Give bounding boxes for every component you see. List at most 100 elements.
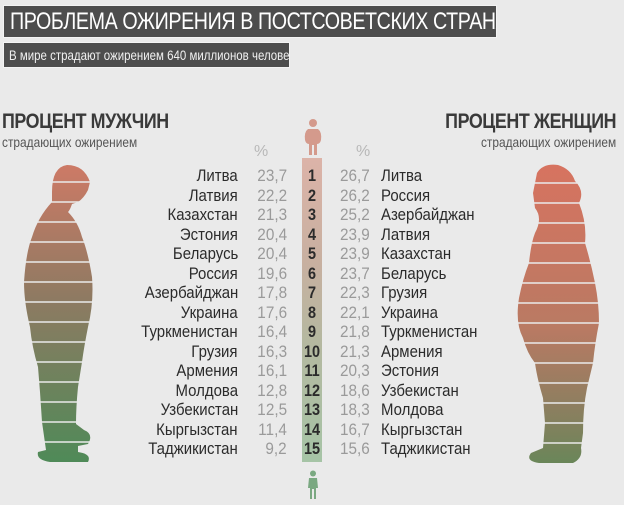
women-country: Азербайджан [381,205,475,224]
men-country: Молдова [175,380,238,400]
table-row: Литва 23,7 1 26,7 Литва [0,166,624,185]
men-value: 12,8 [257,380,287,400]
men-value: 11,4 [258,419,287,439]
rank-number: 6 [307,263,317,283]
woman-silhouette [513,164,613,463]
women-value: 18,3 [340,400,370,419]
women-value: 22,1 [340,302,370,322]
rank-number: 8 [307,302,317,322]
men-value: 9,2 [265,439,287,458]
men-country: Россия [188,263,238,283]
men-country: Украина [181,302,238,322]
table-row: Беларусь 20,4 5 23,9 Казахстан [0,244,624,263]
rank-number: 13 [303,400,321,419]
table-row: Кыргызстан 11,4 14 16,7 Кыргызстан [0,420,624,439]
women-country: Узбекистан [381,380,459,400]
subtitle-text: В мире страдают ожирением 640 миллионов … [9,47,290,63]
men-country: Азербайджан [144,283,238,302]
men-value: 20,4 [257,244,287,263]
man-silhouette [12,165,102,462]
rank-number: 1 [307,166,317,185]
table-row: Азербайджан 17,8 7 22,3 Грузия [0,283,624,302]
rank-number: 12 [303,380,321,400]
rank-number: 2 [307,185,317,205]
men-value: 16,3 [257,341,287,361]
women-country: Туркменистан [381,322,478,341]
rank-number: 3 [307,205,317,224]
men-value: 17,8 [257,283,287,302]
men-value: 16,4 [257,322,287,341]
page-subtitle: В мире страдают ожирением 640 миллионов … [3,42,290,68]
women-country: Беларусь [381,263,447,283]
women-country: Латвия [381,224,431,244]
men-country: Туркменистан [141,322,238,341]
men-value: 23,7 [257,166,287,185]
rank-number: 15 [303,439,321,458]
men-country: Казахстан [167,205,238,224]
table-row: Эстония 20,4 4 23,9 Латвия [0,225,624,244]
women-header-subtitle: страдающих ожирением [480,134,616,150]
women-header: ПРОЦЕНТ ЖЕНЩИН страдающих ожирением [415,110,616,150]
men-value: 21,3 [257,205,287,224]
men-country: Беларусь [172,244,238,263]
men-value: 16,1 [257,361,287,380]
obese-person-icon [304,119,322,155]
men-header: ПРОЦЕНТ МУЖЧИН страдающих ожирением [2,110,198,150]
women-country: Молдова [381,400,444,419]
women-country: Таджикистан [381,439,471,458]
women-value: 26,7 [340,166,370,185]
women-percent-unit: % [356,143,371,160]
women-country: Россия [381,185,431,205]
women-country: Эстония [381,361,439,380]
table-row: Узбекистан 12,5 13 18,3 Молдова [0,400,624,419]
table-row: Туркменистан 16,4 9 21,8 Туркменистан [0,322,624,341]
men-value: 22,2 [257,185,287,205]
men-country: Кыргызстан [156,419,238,439]
rank-column [302,158,322,462]
men-country: Узбекистан [160,400,238,419]
men-country: Грузия [191,341,238,361]
men-percent-unit: % [254,143,269,160]
women-value: 21,8 [340,322,370,341]
women-value: 16,7 [340,419,370,439]
women-header-title: ПРОЦЕНТ ЖЕНЩИН [445,110,616,133]
women-value: 23,9 [340,244,370,263]
rank-number: 11 [304,361,320,380]
men-header-subtitle: страдающих ожирением [2,134,138,150]
rank-number: 5 [307,244,317,263]
women-value: 22,3 [340,283,370,302]
men-country: Таджикистан [148,439,238,458]
women-country: Армения [381,341,443,361]
table-row: Таджикистан 9,2 15 15,6 Таджикистан [0,439,624,458]
rank-number: 9 [307,322,317,341]
title-text: ПРОБЛЕМА ОЖИРЕНИЯ В ПОСТСОВЕТСКИХ СТРАНА… [10,8,497,35]
men-value: 17,6 [257,302,287,322]
table-row: Армения 16,1 11 20,3 Эстония [0,361,624,380]
men-country: Эстония [180,224,238,244]
women-value: 15,6 [340,439,370,458]
women-value: 26,2 [340,185,370,205]
women-value: 18,6 [340,380,370,400]
table-row: Украина 17,6 8 22,1 Украина [0,303,624,322]
men-value: 20,4 [257,224,287,244]
men-country: Армения [176,361,238,380]
women-country: Литва [381,166,423,185]
women-value: 25,2 [340,205,370,224]
women-country: Казахстан [381,244,452,263]
women-value: 23,9 [340,224,370,244]
men-header-title: ПРОЦЕНТ МУЖЧИН [2,110,169,133]
men-value: 12,5 [257,400,287,419]
women-country: Украина [381,302,438,322]
women-value: 20,3 [340,361,370,380]
table-row: Россия 19,6 6 23,7 Беларусь [0,264,624,283]
table-row: Молдова 12,8 12 18,6 Узбекистан [0,381,624,400]
men-country: Латвия [188,185,238,205]
women-value: 21,3 [340,341,370,361]
rank-number: 7 [307,283,317,302]
page-title: ПРОБЛЕМА ОЖИРЕНИЯ В ПОСТСОВЕТСКИХ СТРАНА… [3,5,497,38]
women-country: Грузия [381,283,428,302]
women-country: Кыргызстан [381,419,463,439]
rank-number: 4 [307,224,317,244]
slim-person-icon [308,470,318,499]
table-row: Латвия 22,2 2 26,2 Россия [0,186,624,205]
